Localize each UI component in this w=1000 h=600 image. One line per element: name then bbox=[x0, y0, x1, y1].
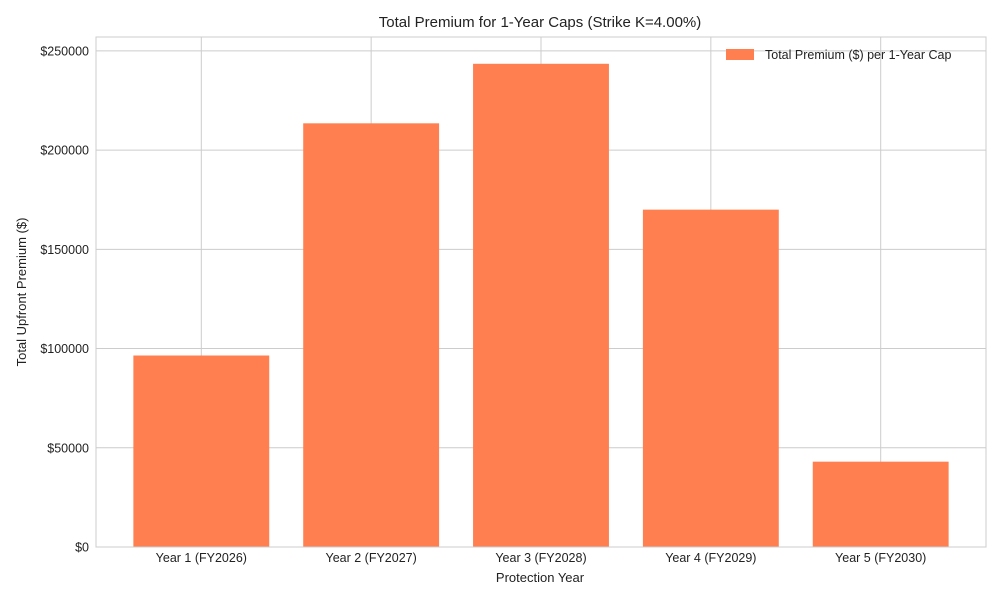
x-tick-label: Year 3 (FY2028) bbox=[495, 551, 586, 565]
x-tick-label: Year 2 (FY2027) bbox=[326, 551, 417, 565]
x-tick-label: Year 5 (FY2030) bbox=[835, 551, 926, 565]
legend-swatch bbox=[726, 49, 754, 60]
bar bbox=[473, 63, 609, 547]
x-tick-labels: Year 1 (FY2026) Year 2 (FY2027) Year 3 (FY… bbox=[156, 551, 927, 565]
legend: Total Premium ($) per 1-Year Cap bbox=[726, 48, 951, 62]
y-tick-label: $0 bbox=[75, 541, 89, 555]
x-axis-label: Protection Year bbox=[496, 570, 585, 585]
x-tick-label: Year 4 (FY2029) bbox=[665, 551, 756, 565]
y-tick-labels: $0 $50000 $100000 $150000 $200000 $250000 bbox=[40, 44, 89, 554]
bar bbox=[642, 209, 779, 547]
plot-frame bbox=[95, 36, 987, 548]
bar bbox=[133, 355, 270, 547]
chart-title: Total Premium for 1-Year Caps (Strike K=… bbox=[379, 14, 702, 31]
bars bbox=[133, 63, 949, 547]
y-tick-label: $150000 bbox=[40, 243, 89, 257]
y-tick-label: $250000 bbox=[40, 44, 89, 58]
x-tick-label: Year 1 (FY2026) bbox=[156, 551, 247, 565]
y-tick-label: $200000 bbox=[40, 144, 89, 158]
bar bbox=[812, 461, 949, 547]
y-tick-label: $50000 bbox=[47, 441, 89, 455]
y-axis-label: Total Upfront Premium ($) bbox=[14, 218, 29, 367]
legend-label: Total Premium ($) per 1-Year Cap bbox=[765, 48, 951, 62]
bar bbox=[303, 123, 440, 547]
y-tick-label: $100000 bbox=[40, 342, 89, 356]
